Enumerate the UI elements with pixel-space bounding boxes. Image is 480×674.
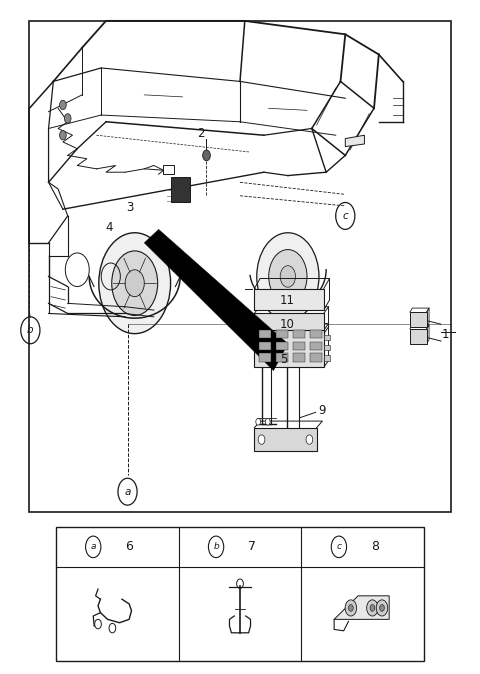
Text: 5: 5 bbox=[280, 353, 287, 367]
Circle shape bbox=[60, 131, 66, 140]
Bar bbox=[293, 330, 305, 338]
Circle shape bbox=[60, 100, 66, 110]
Circle shape bbox=[380, 605, 384, 611]
Bar bbox=[324, 355, 329, 361]
Polygon shape bbox=[144, 229, 288, 371]
Text: 11: 11 bbox=[280, 293, 295, 307]
Circle shape bbox=[269, 249, 307, 303]
Bar bbox=[254, 330, 324, 367]
Text: a: a bbox=[90, 543, 96, 551]
Circle shape bbox=[345, 600, 357, 616]
Bar bbox=[259, 353, 272, 362]
Text: 10: 10 bbox=[280, 317, 295, 331]
Circle shape bbox=[265, 419, 270, 425]
Text: 6: 6 bbox=[125, 541, 133, 553]
Bar bbox=[259, 342, 272, 350]
Text: c: c bbox=[342, 211, 348, 221]
Bar bbox=[293, 342, 305, 350]
Text: 9: 9 bbox=[318, 404, 325, 417]
Text: 2: 2 bbox=[197, 127, 204, 140]
Bar bbox=[276, 330, 288, 338]
Bar bbox=[170, 177, 190, 202]
Circle shape bbox=[125, 270, 144, 297]
Text: 1: 1 bbox=[442, 328, 449, 341]
Bar bbox=[310, 353, 322, 362]
Text: 8: 8 bbox=[371, 541, 379, 553]
Circle shape bbox=[376, 600, 388, 616]
Bar bbox=[259, 330, 272, 338]
Bar bbox=[293, 353, 305, 362]
Text: a: a bbox=[124, 487, 131, 497]
Circle shape bbox=[256, 419, 261, 425]
Text: c: c bbox=[336, 543, 341, 551]
Circle shape bbox=[370, 605, 375, 611]
Circle shape bbox=[367, 600, 378, 616]
Bar bbox=[310, 330, 322, 338]
Bar bbox=[324, 335, 329, 340]
Circle shape bbox=[348, 605, 353, 611]
Circle shape bbox=[257, 233, 319, 320]
Circle shape bbox=[64, 114, 71, 123]
Polygon shape bbox=[345, 135, 364, 147]
Bar bbox=[29, 21, 451, 512]
Bar bbox=[254, 313, 324, 334]
Bar bbox=[254, 428, 317, 452]
Bar bbox=[276, 353, 288, 362]
Text: 4: 4 bbox=[105, 221, 112, 234]
Bar bbox=[163, 165, 174, 174]
Text: b: b bbox=[213, 543, 219, 551]
Circle shape bbox=[280, 266, 296, 287]
Circle shape bbox=[306, 435, 313, 444]
Bar bbox=[410, 329, 427, 344]
Circle shape bbox=[112, 251, 157, 315]
Text: b: b bbox=[27, 326, 34, 335]
Bar bbox=[410, 312, 427, 327]
Bar bbox=[276, 342, 288, 350]
Bar bbox=[324, 345, 329, 350]
Bar bbox=[254, 288, 324, 310]
Text: 3: 3 bbox=[126, 201, 133, 214]
Circle shape bbox=[99, 233, 170, 334]
Text: 7: 7 bbox=[248, 541, 256, 553]
Polygon shape bbox=[334, 596, 389, 619]
Bar bbox=[310, 342, 322, 350]
Circle shape bbox=[203, 150, 210, 161]
Bar bbox=[56, 526, 424, 661]
Circle shape bbox=[258, 435, 265, 444]
